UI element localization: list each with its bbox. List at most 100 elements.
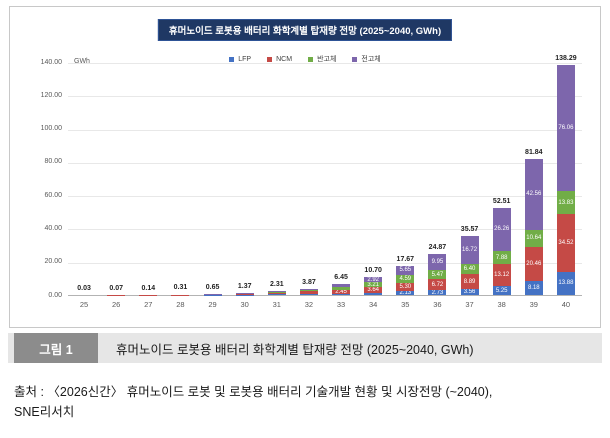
bar-segment-반고체-2037: 6.40: [460, 263, 479, 275]
figure-number-badge: 그림 1: [14, 333, 98, 363]
bar-segment-반고체-2036: 5.47: [428, 270, 447, 280]
bar-segment-NCM-2035: 5.30: [396, 282, 415, 292]
bar-segment-value-label: 13.83: [558, 199, 574, 206]
bar-total-label-2039: 81.84: [525, 148, 543, 156]
bar-segment-value-label: 2.13: [399, 290, 412, 297]
y-axis-tick-label: 80.00: [44, 158, 62, 166]
legend-label: LFP: [238, 55, 252, 63]
bar-segment-value-label: 8.89: [463, 278, 476, 285]
y-axis-tick-label: 140.00: [40, 58, 62, 66]
bar-total-label-2025: 0.03: [77, 284, 91, 292]
legend-item-전고체: 전고체: [352, 54, 381, 64]
bar-segment-value-label: 13.12: [494, 272, 510, 279]
legend-label: 반고체: [317, 56, 337, 63]
x-axis-tick-label-2026: 26: [112, 300, 121, 309]
chart-panel: 휴머노이드 로봇용 배터리 화학계별 탑재량 전망 (2025~2040, GW…: [9, 6, 601, 328]
legend-item-반고체: 반고체: [308, 54, 336, 64]
bar-segment-반고체-2032: [299, 289, 318, 292]
bar-segment-value-label: 4.59: [399, 275, 412, 282]
bar-segment-value-label: 5.30: [399, 284, 412, 291]
y-axis-tick-label: 120.00: [40, 91, 62, 99]
legend-item-LFP: LFP: [229, 54, 251, 64]
x-axis-tick-label-2034: 34: [369, 300, 378, 309]
bar-segment-반고체-2038: 7.88: [492, 251, 511, 265]
bar-segment-value-label: 13.88: [558, 280, 574, 287]
bar-segment-value-label: 7.88: [495, 254, 508, 261]
gridline: [68, 196, 582, 198]
bar-segment-LFP-2031: [267, 294, 286, 295]
y-axis-tick-label: 100.00: [40, 125, 62, 133]
bar-segment-LFP-2035: 2.13: [396, 290, 415, 297]
bar-segment-value-label: 2.92: [367, 276, 380, 283]
bar-segment-value-label: 2.73: [431, 289, 444, 296]
bar-segment-반고체-2040: 13.83: [556, 191, 575, 215]
bar-segment-전고체-2032: [299, 288, 318, 290]
bar-segment-value-label: 3.64: [367, 287, 380, 294]
bar-segment-value-label: 20.46: [526, 261, 542, 268]
legend-swatch-icon: [229, 56, 235, 62]
x-axis-tick-label-2029: 29: [208, 300, 217, 309]
bar-total-label-2026: 0.07: [109, 284, 123, 292]
bar-segment-LFP-2036: 2.73: [428, 289, 447, 296]
bar-total-label-2031: 2.31: [270, 281, 284, 289]
legend-label: NCM: [276, 55, 293, 63]
bar-segment-반고체-2031: [267, 291, 286, 293]
x-axis-tick-label-2039: 39: [529, 300, 538, 309]
bar-segment-LFP-2038: 5.25: [492, 286, 511, 295]
bar-total-label-2035: 17.67: [396, 255, 415, 263]
bar-segment-LFP-2034: [364, 293, 383, 295]
bar-total-label-2029: 0.65: [205, 283, 220, 291]
bar-segment-전고체-2039: 42.56: [524, 158, 543, 230]
x-axis-tick-label-2036: 36: [433, 300, 442, 309]
x-axis-tick-label-2040: 40: [561, 300, 571, 309]
bar-total-label-2040: 138.29: [555, 54, 577, 62]
bar-segment-전고체-2040: 76.06: [556, 64, 575, 192]
bar-segment-LFP-2039: 8.18: [524, 281, 543, 295]
chart-legend: LFP NCM 반고체 전고체: [10, 54, 600, 64]
bar-segment-NCM-2038: 13.12: [492, 264, 511, 287]
bar-segment-전고체-2035: 5.65: [396, 265, 415, 275]
bar-segment-value-label: 3.21: [367, 281, 380, 288]
y-axis-tick-label: 60.00: [44, 191, 62, 199]
legend-swatch-icon: [308, 56, 314, 62]
bar-total-label-2030: 1.37: [237, 282, 252, 290]
bar-total-label-2037: 35.57: [460, 225, 479, 233]
x-axis-tick-label-2035: 35: [401, 300, 410, 309]
y-axis-tick-label: 40.00: [44, 224, 62, 232]
bar-total-label-2033: 6.45: [334, 274, 348, 282]
x-axis-tick-label-2028: 28: [176, 300, 185, 309]
bar-total-label-2028: 0.31: [173, 284, 188, 292]
figure-caption: 그림 1 휴머노이드 로봇용 배터리 화학계별 탑재량 전망 (2025~204…: [8, 333, 602, 363]
bar-segment-value-label: 3.56: [463, 289, 476, 296]
bar-segment-LFP-2037: 3.56: [460, 289, 479, 296]
x-axis-tick-label-2027: 27: [144, 300, 153, 309]
legend-item-NCM: NCM: [267, 54, 292, 64]
y-axis-tick-label: 20.00: [44, 258, 62, 266]
bar-segment-value-label: 5.65: [399, 267, 412, 274]
legend-label: 전고체: [361, 56, 381, 63]
bar-total-label-2032: 3.87: [302, 278, 316, 286]
bar-segment-NCM-2031: [267, 292, 286, 295]
x-axis-tick-label-2025: 25: [79, 300, 89, 309]
gridline: [68, 63, 582, 64]
bar-segment-value-label: 34.52: [558, 240, 574, 247]
bar-segment-value-label: 6.40: [463, 265, 476, 272]
bar-segment-value-label: 42.56: [526, 191, 542, 198]
bar-segment-NCM-2032: [299, 291, 318, 295]
bar-segment-LFP-2033: [332, 293, 351, 295]
y-axis-tick-label: 0.00: [48, 291, 62, 299]
x-axis-tick-label-2037: 37: [465, 300, 474, 309]
bar-segment-NCM-2040: 34.52: [556, 214, 575, 272]
figure-caption-title: 휴머노이드 로봇용 배터리 화학계별 탑재량 전망 (2025~2040, GW…: [116, 342, 474, 357]
bar-segment-value-label: 2.45: [335, 288, 347, 295]
bar-total-label-2038: 52.51: [492, 197, 511, 205]
source-text: 출처 : 〈2026신간〉 휴머노이드 로봇 및 로봇용 배터리 기술개발 현황…: [14, 382, 600, 422]
bar-segment-NCM-2034: 3.64: [364, 287, 383, 294]
legend-swatch-icon: [352, 56, 358, 62]
x-axis-tick-label-2032: 32: [304, 300, 314, 309]
chart-title: 휴머노이드 로봇용 배터리 화학계별 탑재량 전망 (2025~2040, GW…: [157, 19, 453, 41]
bar-segment-NCM-2039: 20.46: [524, 247, 543, 282]
bar-segment-전고체-2038: 26.26: [492, 207, 511, 252]
bar-segment-NCM-2033: 2.45: [332, 288, 351, 295]
